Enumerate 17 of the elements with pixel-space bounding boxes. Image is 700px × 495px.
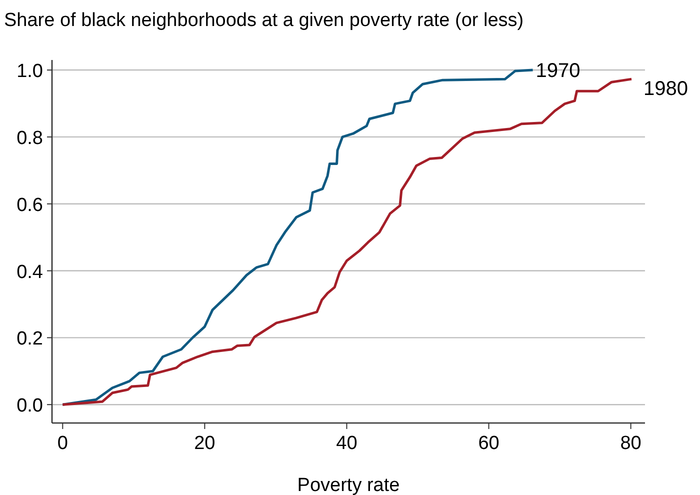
y-tick-label: 0.2 [16,328,43,350]
y-tick-label: 0.8 [16,128,43,149]
x-tick-label: 80 [620,433,642,454]
y-tick-label: 0.6 [16,194,43,216]
line-series [61,78,633,406]
x-axis-title: Poverty rate [297,475,400,495]
x-tick-label: 20 [194,433,216,454]
x-tick-label: 40 [336,433,358,454]
x-tick-label: 0 [57,433,68,454]
y-tick-label: 0.0 [16,396,43,417]
y-tick-label: 1.0 [16,61,43,82]
line-series [61,68,534,406]
series-label: 1970 [536,60,580,82]
chart-title: Share of black neighborhoods at a given poverty rate (or less) [4,10,524,31]
y-tick-label: 0.4 [16,262,44,283]
x-tick-label: 60 [478,433,500,454]
series-label: 1980 [644,78,688,100]
